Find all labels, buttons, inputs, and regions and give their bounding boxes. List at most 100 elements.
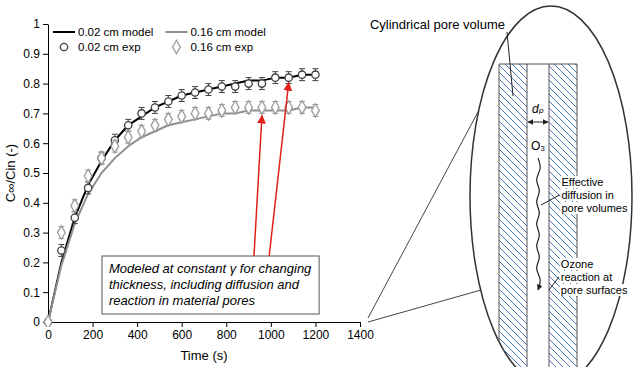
y-tick-mark	[43, 233, 48, 234]
x-tick: 800	[217, 322, 237, 342]
diffusion-label-text: diffusion in	[561, 189, 613, 201]
y-tick-label: 0.1	[23, 286, 40, 300]
error-bar	[98, 152, 104, 164]
error-bar	[272, 101, 278, 113]
pore-top	[499, 64, 577, 65]
y-tick-mark	[43, 54, 48, 55]
y-tick: 0.9	[23, 47, 48, 61]
y-tick-label: 0.3	[23, 226, 40, 240]
data-point	[84, 184, 91, 191]
error-bar	[246, 78, 252, 90]
data-point	[111, 139, 119, 152]
data-point	[151, 119, 159, 132]
error-bar	[139, 125, 145, 137]
error-bar	[125, 131, 131, 143]
data-point	[271, 101, 279, 114]
data-point	[312, 104, 320, 117]
y-tick-mark	[43, 173, 48, 174]
x-tick: 1200	[303, 322, 330, 342]
error-bar	[85, 170, 91, 182]
x-axis-line	[49, 322, 361, 323]
data-point	[245, 80, 252, 87]
y-tick: 0.8	[23, 77, 48, 91]
error-bar	[232, 101, 238, 113]
y-tick-mark	[43, 143, 48, 144]
callout-line	[368, 110, 479, 318]
y-tick-mark	[43, 113, 48, 114]
reaction-label-text: Ozone	[561, 258, 593, 270]
annotation-box	[102, 256, 319, 314]
data-point	[57, 226, 65, 239]
legend-item: 0.02 cm exp	[60, 41, 140, 53]
x-tick-mark	[182, 322, 183, 327]
reaction-label: Ozonereaction atpore surfaces	[560, 258, 629, 296]
data-point	[258, 101, 266, 114]
diffusion-path	[537, 158, 541, 290]
data-point	[205, 107, 213, 120]
diffusion-label-text: pore volumes	[561, 202, 628, 214]
data-point	[138, 110, 145, 117]
error-bar	[205, 84, 211, 96]
data-point	[138, 125, 146, 138]
pore-tube	[499, 64, 577, 367]
error-bar	[152, 101, 158, 113]
diffusion-label: Effectivediffusion inpore volumes	[560, 176, 629, 214]
data-point	[164, 113, 172, 126]
pore-edge	[549, 64, 550, 367]
diameter-arrow	[528, 122, 548, 123]
legend-swatch	[173, 40, 181, 53]
y-tick: 0.1	[23, 286, 48, 300]
label-patch	[560, 189, 614, 201]
legend: 0.02 cm model0.16 cm model0.02 cm exp0.1…	[53, 26, 266, 54]
data-point	[98, 151, 106, 164]
legend-label: 0.16 cm model	[190, 26, 265, 38]
y-axis: 00.10.20.30.40.50.60.70.80.91	[23, 17, 48, 329]
x-tick: 600	[172, 322, 192, 342]
label-patch	[560, 284, 629, 296]
y-tick-label: 0.2	[23, 256, 40, 270]
error-bar	[259, 101, 265, 113]
x-tick-label: 1200	[303, 328, 330, 342]
label-patch	[560, 271, 613, 283]
data-point	[231, 101, 239, 114]
data-point	[218, 104, 226, 117]
annotation-arrow	[269, 83, 289, 256]
plot-area	[44, 69, 319, 327]
error-bar	[286, 72, 292, 84]
x-tick-mark	[137, 322, 138, 327]
data-point	[58, 247, 65, 254]
error-bar	[246, 101, 252, 113]
reaction-label-text: pore surfaces	[561, 284, 628, 296]
data-point	[285, 74, 292, 81]
error-bar	[219, 81, 225, 93]
data-point	[312, 71, 319, 78]
x-tick-mark	[360, 322, 361, 327]
label-patch	[560, 258, 594, 270]
data-point	[71, 199, 79, 212]
y-tick: 0.6	[23, 137, 48, 151]
y-axis-line	[48, 25, 49, 323]
y-tick-label: 0.6	[23, 137, 40, 151]
data-point	[84, 169, 92, 182]
x-tick-label: 1000	[258, 328, 285, 342]
error-bar	[192, 87, 198, 99]
data-point	[71, 214, 78, 221]
error-bar	[192, 107, 198, 119]
error-bar	[232, 81, 238, 93]
y-tick: 1	[33, 17, 48, 31]
y-tick-label: 1	[33, 17, 40, 31]
error-bar	[112, 140, 118, 152]
callout-line	[368, 290, 481, 322]
series-line	[48, 107, 315, 322]
legend-item: 0.16 cm exp	[173, 40, 254, 53]
x-tick: 200	[83, 322, 103, 342]
x-tick-mark	[226, 322, 227, 327]
y-tick: 0.3	[23, 226, 48, 240]
data-point	[298, 101, 306, 114]
error-bar	[165, 113, 171, 125]
diameter-label: dₚ	[532, 102, 544, 116]
pore-edge	[577, 64, 578, 367]
data-point	[191, 89, 198, 96]
x-tick: 400	[128, 322, 148, 342]
error-bar	[312, 104, 318, 116]
